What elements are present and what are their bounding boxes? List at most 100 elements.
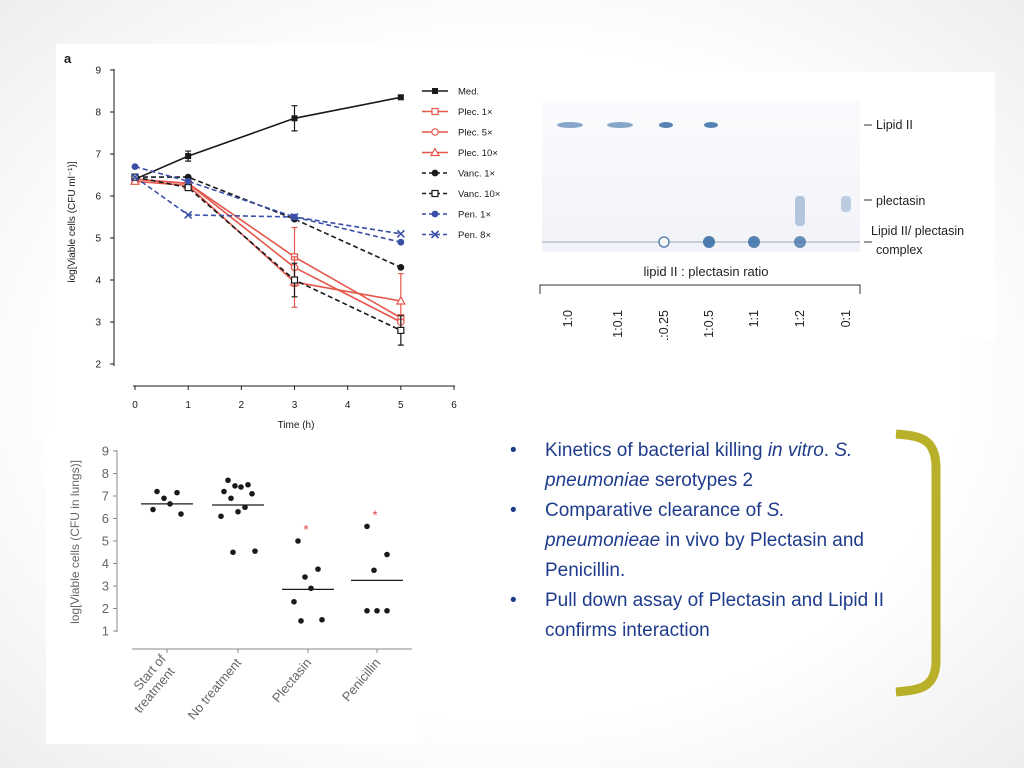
legend-marker	[431, 169, 439, 177]
y-tick-label: 4	[95, 276, 101, 287]
data-point	[298, 618, 304, 624]
x-tick-label: 2	[239, 400, 245, 411]
data-point	[235, 508, 241, 515]
data-point	[225, 477, 231, 484]
legend-marker	[429, 147, 441, 157]
x-tick-label: 5	[398, 400, 404, 411]
gel-image	[542, 100, 860, 252]
group-1	[141, 488, 193, 517]
legend-label: Pen. 1×	[458, 210, 491, 221]
bullet-dot: •	[510, 440, 517, 461]
complex-spot	[703, 236, 715, 248]
data-point	[221, 488, 227, 495]
bullet-text: serotypes 2	[649, 470, 754, 491]
x-tick-label: 6	[451, 400, 457, 411]
series-4	[129, 176, 406, 329]
lane-ratio-label: 1:1	[747, 310, 761, 327]
data-point	[184, 210, 193, 219]
data-point	[230, 549, 236, 556]
legend-marker	[432, 88, 438, 94]
lane-ratio-label: 1:0	[561, 310, 575, 327]
legend-marker	[430, 230, 440, 239]
y-tick-label: 5	[95, 234, 101, 245]
series-line	[134, 180, 401, 302]
data-point	[384, 607, 390, 614]
complex-spot	[794, 236, 806, 248]
bullet-text: Pull down assay of Plectasin and Lipid I…	[545, 590, 885, 641]
bullet-text: in vitro	[767, 440, 824, 461]
bullet-item: • Kinetics of bacterial killing in vitro.…	[510, 436, 900, 496]
y-tick-label: 3	[102, 579, 109, 594]
legend-marker	[431, 210, 439, 218]
x-tick-label: No treatment	[184, 655, 244, 723]
legend-label: Plec. 5×	[458, 128, 493, 139]
bullet-text: Kinetics of bacterial killing	[545, 440, 768, 461]
x-tick-label: Start oftreatment	[119, 651, 180, 716]
data-point	[232, 483, 238, 489]
data-point	[374, 607, 380, 614]
ratio-title: lipid II : plectasin ratio	[643, 264, 768, 279]
legend-label: Vanc. 1×	[458, 169, 495, 180]
data-point	[178, 511, 184, 517]
data-point	[315, 566, 321, 572]
time-kill-chart-panel: 2 3 4 5 6 7 8 9 0 1 2 3 4 5 6 Med. Plec. 1× Plec. 5× Plec…	[56, 44, 500, 444]
data-point	[397, 94, 404, 101]
legend-label: Plec. 10×	[458, 148, 498, 159]
data-point	[218, 513, 224, 520]
legend-label: Pen. 8×	[458, 230, 491, 241]
data-point	[319, 616, 325, 623]
time-kill-chart: 2 3 4 5 6 7 8 9 0 1 2 3 4 5 6 Med. Plec. 1× Plec. 5× Plec…	[64, 51, 500, 431]
series-6	[131, 173, 405, 346]
data-point	[395, 295, 406, 305]
bullet-text: in vivo by Plectasin and Penicillin.	[545, 530, 864, 581]
lane-ratio-label: 1:0.5	[702, 310, 716, 338]
legend-marker	[431, 128, 439, 136]
legend-entry: Plec. 10×	[422, 147, 498, 159]
series-line	[134, 96, 401, 180]
y-tick-label: 3	[95, 318, 101, 329]
legend-label: Vanc. 10×	[458, 189, 500, 200]
legend-entry: Med.	[422, 87, 479, 98]
x-tick-label: 1	[185, 400, 191, 411]
data-point	[290, 212, 299, 222]
legend-entry: Pen. 8×	[422, 230, 491, 241]
data-point	[129, 176, 141, 185]
data-point	[290, 276, 299, 284]
data-point	[397, 326, 405, 334]
legend-marker	[431, 189, 439, 198]
lipid2-band	[607, 122, 633, 128]
data-point	[174, 489, 180, 496]
y-axis-title: log[Viable cells (CFU in lungs)]	[68, 460, 82, 624]
lane-ratio-label: 1:0.25	[657, 310, 671, 340]
data-point	[185, 153, 192, 160]
lung-clearance-chart: 1 2 3 4 5 6 7 8 9 * * Start oftreatment No treatme…	[68, 444, 412, 723]
plectasin-smear	[841, 196, 851, 212]
data-point	[308, 585, 314, 592]
x-tick-label: Plectasin	[269, 655, 314, 705]
data-point	[184, 184, 192, 192]
lane-ratio-label: 1:0.1	[611, 310, 625, 338]
data-point	[397, 264, 405, 271]
data-point	[364, 607, 370, 614]
ratio-bracket	[539, 284, 861, 294]
complex-spot	[748, 236, 760, 248]
legend-entry: Plec. 1×	[422, 107, 493, 118]
bullet-text: S. pneumoniae	[545, 440, 853, 491]
lipid2-band	[704, 122, 718, 128]
x-tick-label: Penicillin	[339, 655, 383, 704]
complex-label-line1: Lipid II/ plectasin	[871, 224, 964, 238]
decorative-bracket	[895, 429, 941, 697]
legend-label: Med.	[458, 87, 479, 98]
y-tick-label: 2	[95, 360, 101, 371]
y-tick-label: 9	[95, 66, 101, 77]
bullet-dot: •	[510, 590, 517, 611]
bullet-list: • Kinetics of bacterial killing in vitro.…	[510, 436, 900, 646]
lung-clearance-chart-panel: 1 2 3 4 5 6 7 8 9 * * Start oftreatment No treatme…	[46, 432, 422, 744]
data-point	[184, 177, 192, 185]
series-2	[131, 175, 405, 322]
series-line	[134, 178, 402, 323]
bullet-item: • Comparative clearance of S. pneumonieae…	[510, 496, 900, 586]
significance-star: *	[303, 522, 308, 537]
series-line	[135, 176, 402, 269]
series-line	[134, 176, 402, 332]
